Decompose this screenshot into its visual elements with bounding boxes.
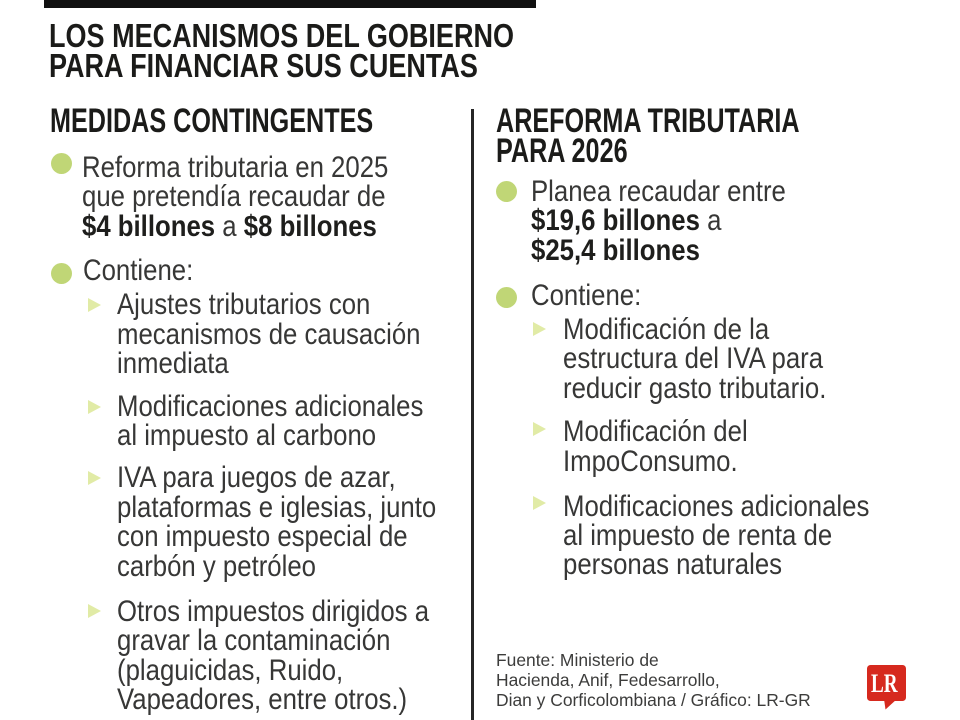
- svg-text:LR: LR: [871, 669, 898, 698]
